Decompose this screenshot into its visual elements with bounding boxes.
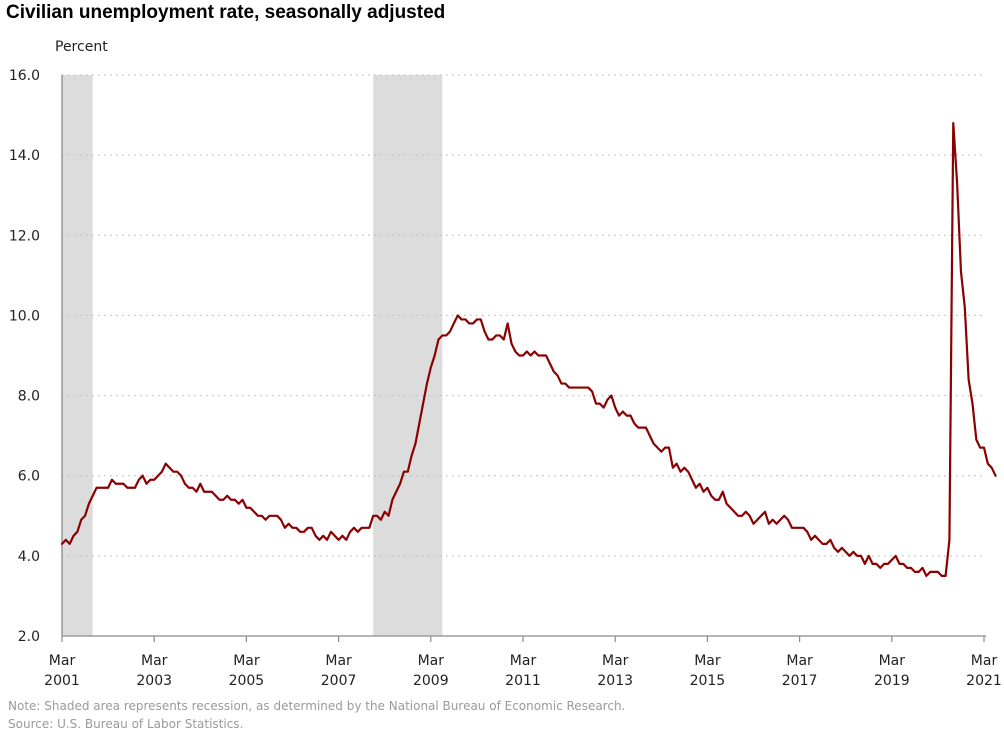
recession-bands xyxy=(62,75,443,636)
y-tick-label: 2.0 xyxy=(18,629,40,645)
x-tick-label-year: 2017 xyxy=(782,673,818,689)
x-tick-labels: Mar 2001 Mar 2003 Mar 2005 Mar 2007 Mar 2009 Mar 20… xyxy=(44,636,1002,689)
series-layer xyxy=(60,121,997,577)
x-tick-label-year: 2015 xyxy=(690,673,726,689)
x-tick-label-year: 2005 xyxy=(229,673,265,689)
y-tick-label: 8.0 xyxy=(18,389,40,405)
recession-band xyxy=(373,75,443,636)
x-tick-label-year: 2011 xyxy=(505,673,541,689)
source-note: Source: U.S. Bureau of Labor Statistics. xyxy=(8,717,244,731)
x-tick-label-month: Mar xyxy=(325,653,352,669)
grid-lines xyxy=(62,74,986,557)
unemployment-rate-line xyxy=(60,121,997,577)
y-tick-labels: 16.0 14.0 12.0 10.0 8.0 6.0 4.0 2.0 xyxy=(9,68,40,645)
x-tick-label-year: 2021 xyxy=(966,673,1002,689)
x-tick-label-month: Mar xyxy=(879,653,906,669)
x-tick-label-month: Mar xyxy=(233,653,260,669)
x-tick-label-month: Mar xyxy=(694,653,721,669)
x-tick-label-month: Mar xyxy=(510,653,537,669)
chart-title: Civilian unemployment rate, seasonally a… xyxy=(6,2,446,23)
y-tick-label: 4.0 xyxy=(18,549,40,565)
x-tick-label-year: 2003 xyxy=(136,673,172,689)
x-tick-label-year: 2013 xyxy=(597,673,633,689)
x-tick-label-month: Mar xyxy=(971,653,998,669)
axes: Percent xyxy=(55,39,986,637)
y-tick-label: 16.0 xyxy=(9,68,40,84)
x-tick-label-month: Mar xyxy=(602,653,629,669)
y-tick-label: 12.0 xyxy=(9,228,40,244)
x-tick-label-month: Mar xyxy=(49,653,76,669)
y-tick-label: 10.0 xyxy=(9,308,40,324)
recession-note: Note: Shaded area represents recession, … xyxy=(8,699,626,713)
x-tick-label-year: 2009 xyxy=(413,673,449,689)
x-tick-label-month: Mar xyxy=(141,653,168,669)
y-tick-label: 14.0 xyxy=(9,148,40,164)
y-tick-label: 6.0 xyxy=(18,469,40,485)
recession-band xyxy=(62,75,93,636)
x-tick-label-year: 2019 xyxy=(874,673,910,689)
x-tick-label-year: 2007 xyxy=(321,673,357,689)
x-tick-label-month: Mar xyxy=(786,653,813,669)
x-tick-label-year: 2001 xyxy=(44,673,80,689)
y-axis-label: Percent xyxy=(55,39,108,55)
x-tick-label-month: Mar xyxy=(418,653,445,669)
